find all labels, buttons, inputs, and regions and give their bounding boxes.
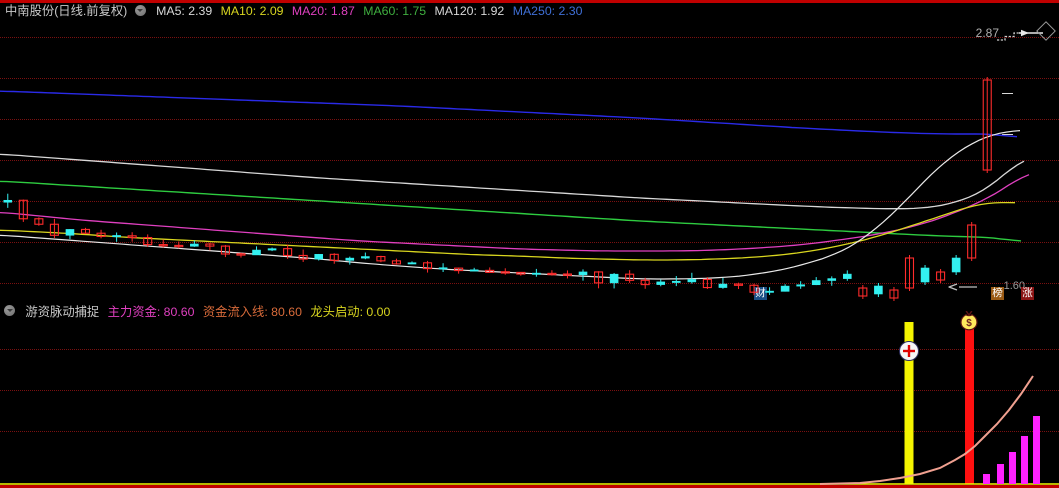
svg-text:$: $ xyxy=(966,318,972,329)
